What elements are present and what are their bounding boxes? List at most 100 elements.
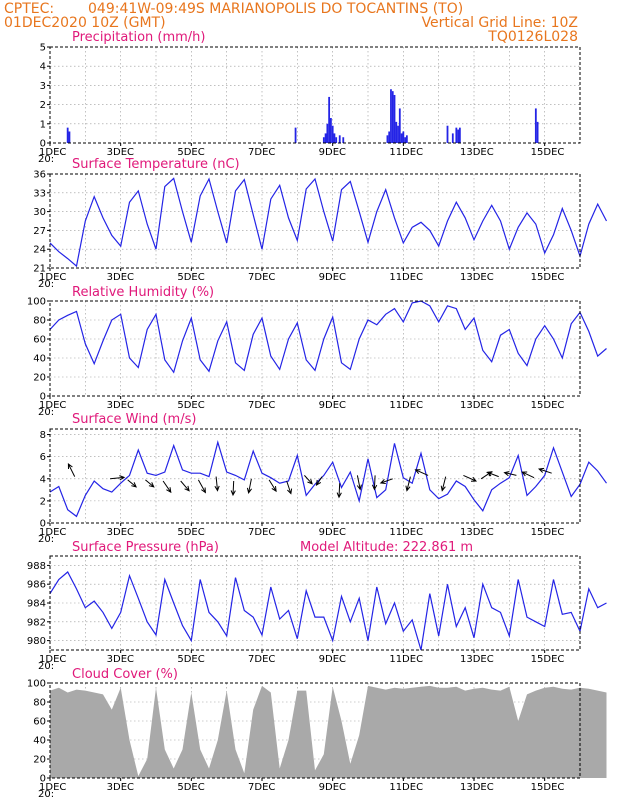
y-tick-label: 8 [40, 430, 46, 441]
wind-vector-arrow [268, 479, 277, 493]
y-tick-label: 5 [40, 43, 46, 54]
precip-bar [324, 133, 327, 143]
x-tick-label: 11DEC [389, 147, 423, 158]
x-tick-label: 9DEC [319, 782, 346, 793]
pressure-series-line [49, 571, 607, 651]
x-tick-label: 13DEC [460, 272, 494, 283]
precip-bar [66, 127, 69, 143]
x-year-stub: 20: [38, 279, 54, 290]
x-year-stub: 20: [38, 661, 54, 672]
y-tick-label: 6 [40, 452, 46, 463]
pressure-panel: 980 982 984 986 988 1DEC 3DEC 5DEC 7DEC 9DEC 11DEC… [27, 540, 607, 672]
wind-series-line [49, 440, 607, 518]
x-tick-label: 7DEC [248, 272, 275, 283]
wind-panel: 0 2 4 6 8 1DEC 3DEC 5DEC 7DEC 9DEC 11DEC 13DEC 15DEC… [38, 412, 607, 545]
x-tick-label: 1DEC [39, 272, 66, 283]
temperature-series-line [49, 177, 608, 268]
x-tick-label: 5DEC [177, 782, 204, 793]
x-tick-label: 11DEC [389, 654, 423, 665]
wind-vector-arrow [379, 478, 393, 484]
wind-vector-arrow [162, 480, 172, 494]
precip-bar [388, 131, 391, 143]
y-tick-label: 80 [33, 698, 46, 709]
wind-vector-arrow [110, 475, 126, 481]
y-tick-label: 0 [40, 392, 46, 403]
wind-vector-arrow [356, 475, 362, 491]
x-tick-label: 13DEC [460, 527, 494, 538]
y-tick-label: 27 [33, 226, 46, 237]
x-year-stub: 20: [38, 534, 54, 545]
x-tick-label: 13DEC [460, 147, 494, 158]
y-tick-label: 984 [27, 599, 46, 610]
header-run-time: 01DEC2020 10Z (GMT) [4, 15, 166, 31]
x-tick-label: 11DEC [389, 400, 423, 411]
x-tick-label: 3DEC [107, 272, 134, 283]
cloud-panel: 0 20 40 60 80 100 1DEC 3DEC 5DEC 7DEC 9DEC 11DEC 13D… [27, 667, 607, 800]
y-tick-label: 1 [40, 119, 46, 130]
wind-vector-arrow [414, 469, 429, 476]
cloud-cover-area [50, 685, 607, 778]
x-tick-label: 7DEC [248, 147, 275, 158]
wind-vector-arrow [315, 476, 323, 486]
precip-bar [534, 108, 537, 143]
wind-vector-arrow [197, 479, 206, 494]
y-tick-label: 980 [27, 636, 46, 647]
wind-vector-arrow [371, 475, 378, 491]
precip-bar [342, 137, 345, 143]
x-tick-label: 7DEC [248, 782, 275, 793]
x-tick-label: 15DEC [531, 782, 565, 793]
x-tick-label: 13DEC [460, 654, 494, 665]
precip-bar [402, 131, 405, 143]
panel-frame [49, 555, 581, 651]
precip-panel: 0 1 2 3 4 5 1DEC 3DEC 5DEC 7DEC 9DEC 11DEC 13DEC 15DE… [38, 30, 581, 165]
x-year-stub: 20: [38, 789, 54, 800]
y-tick-label: 21 [33, 264, 46, 275]
precip-bar [458, 127, 461, 143]
y-tick-label: 60 [33, 717, 46, 728]
humidity-title: Relative Humidity (%) [72, 285, 214, 300]
x-tick-label: 13DEC [460, 400, 494, 411]
y-tick-label: 36 [33, 170, 46, 181]
precip-bar [333, 133, 336, 143]
x-year-stub: 20: [38, 154, 54, 165]
x-tick-label: 1DEC [39, 527, 66, 538]
precip-bar [390, 89, 392, 143]
wind-vector-arrow [336, 483, 342, 499]
wind-vector-arrow [486, 471, 499, 478]
x-tick-label: 1DEC [39, 147, 66, 158]
precip-bar [326, 123, 329, 143]
y-tick-label: 24 [33, 245, 46, 256]
wind-title: Surface Wind (m/s) [72, 412, 196, 427]
x-tick-label: 5DEC [177, 527, 204, 538]
precip-bar [294, 127, 297, 143]
precip-bar [322, 137, 325, 143]
x-tick-label: 3DEC [107, 527, 134, 538]
wind-vector-arrow [405, 476, 411, 492]
x-tick-label: 5DEC [177, 272, 204, 283]
panel-frame [49, 46, 581, 144]
wind-vector-arrow [145, 479, 155, 488]
x-tick-label: 15DEC [531, 400, 565, 411]
pressure-title: Surface Pressure (hPa) [72, 540, 219, 555]
x-tick-label: 9DEC [319, 272, 346, 283]
x-tick-label: 7DEC [248, 527, 275, 538]
precip-bar [446, 125, 449, 143]
y-tick-label: 80 [33, 316, 46, 327]
temperature-title: Surface Temperature (nC) [72, 157, 240, 172]
precip-bar [395, 121, 398, 143]
precip-bar [397, 125, 399, 143]
precip-title: Precipitation (mm/h) [72, 30, 205, 45]
humidity-panel: 0 20 40 60 80 100 1DEC 3DEC 5DEC 7DEC 9DEC 11DEC 13D… [27, 285, 607, 418]
y-tick-label: 33 [33, 188, 46, 199]
y-tick-label: 20 [33, 373, 46, 384]
header-location: 049:41W-09:49S MARIANOPOLIS DO TOCANTINS… [88, 1, 463, 17]
precip-bar [328, 96, 331, 143]
y-tick-label: 3 [40, 81, 46, 92]
y-tick-label: 40 [33, 354, 46, 365]
y-tick-label: 982 [27, 617, 46, 628]
precip-bar [457, 129, 459, 143]
x-tick-label: 15DEC [531, 654, 565, 665]
precip-bar [393, 95, 396, 143]
header-grid-note: Vertical Grid Line: 10Z [422, 15, 578, 31]
x-tick-label: 5DEC [177, 400, 204, 411]
